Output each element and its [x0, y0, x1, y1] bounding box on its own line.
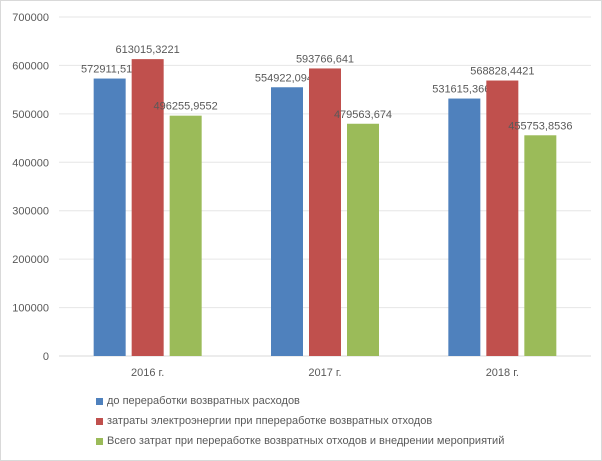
plot-area: 0 100000 200000 300000 400000 500000 600000 700… [12, 12, 591, 379]
data-label: 572911,516 [81, 64, 138, 76]
data-label: 455753,8536 [508, 120, 572, 132]
bar [131, 59, 164, 357]
bar [524, 135, 557, 356]
y-tick-label: 400000 [12, 157, 49, 169]
bar [448, 98, 481, 357]
y-tick-label: 700000 [12, 12, 49, 24]
y-tick-label: 300000 [12, 206, 49, 218]
y-tick-label: 200000 [12, 254, 49, 266]
bar [271, 87, 303, 356]
legend-label: до переработки возвратных расходов [107, 395, 300, 407]
data-label: 593766,641 [296, 53, 354, 65]
legend-label: затраты электроэнергии при ппереработке … [107, 415, 433, 427]
legend-swatch [96, 437, 103, 445]
data-label: 479563,674 [334, 109, 392, 121]
bar [93, 78, 126, 357]
data-label: 613015,3221 [116, 44, 180, 56]
data-label: 568828,4421 [470, 66, 534, 78]
legend-item: затраты электроэнергии при ппереработке … [96, 415, 432, 427]
y-tick-label: 600000 [12, 60, 49, 72]
data-label: 554922,0944 [255, 72, 319, 84]
legend-swatch [96, 397, 103, 405]
x-tick-label: 2017 г. [308, 367, 341, 379]
x-tick-label: 2018 г. [486, 367, 519, 379]
x-tick-label: 2016 г. [131, 367, 164, 379]
y-tick-label: 100000 [12, 303, 49, 315]
data-label: 531615,3664 [432, 84, 496, 96]
bar [347, 123, 379, 356]
legend-swatch [96, 417, 103, 425]
data-label: 496255,9552 [154, 101, 218, 113]
bar [309, 68, 341, 356]
legend-label: Всего затрат при переработке возвратных … [107, 435, 505, 447]
y-tick-label: 500000 [12, 109, 49, 121]
y-tick-label: 0 [43, 351, 49, 363]
legend-item: до переработки возвратных расходов [96, 395, 300, 407]
bar [169, 115, 202, 356]
bar [486, 80, 519, 357]
legend-item: Всего затрат при переработке возвратных … [96, 435, 504, 447]
